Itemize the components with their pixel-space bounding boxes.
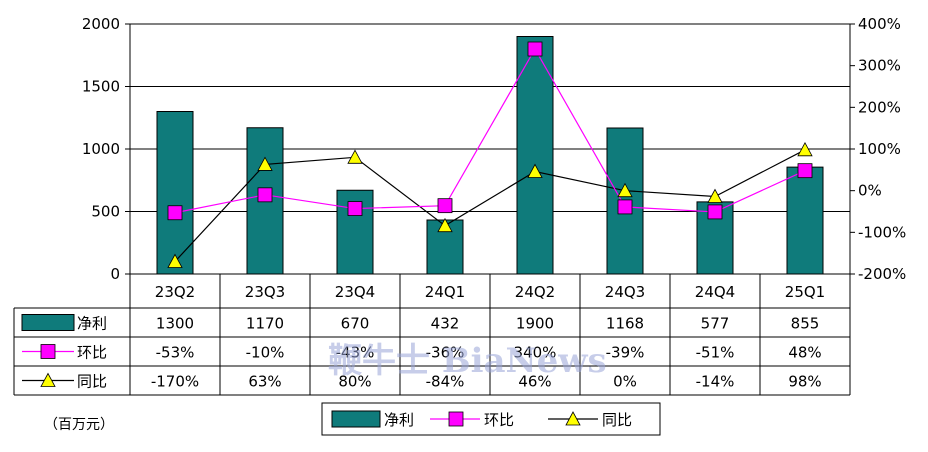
table-cell-value: -53%: [156, 344, 195, 362]
chart-axes: 0 500 1000 1500 2000 -200% -100% 0% 100% 200% 300%…: [82, 15, 906, 283]
right-axis-tick-label: 100%: [858, 140, 901, 158]
yoy-point: [347, 149, 363, 164]
yoy-point: [257, 156, 273, 171]
category-label: 25Q1: [785, 283, 825, 301]
right-axis-tick-label: 200%: [858, 98, 901, 116]
left-axis-tick-label: 500: [91, 203, 120, 221]
right-axis-tick-label: -100%: [858, 223, 906, 241]
left-axis-tick-label: 1000: [82, 140, 120, 158]
category-label: 24Q1: [425, 283, 465, 301]
category-label: 24Q3: [605, 283, 645, 301]
legend-key-net-profit: [331, 410, 381, 428]
series-line-mom: [174, 47, 806, 214]
yoy-point: [527, 163, 543, 178]
chart-legend: 净利 环比 同比: [321, 402, 661, 436]
table-cell-value: -36%: [426, 344, 465, 362]
right-axis-tick-label: 0%: [858, 182, 882, 200]
yoy-point: [707, 188, 723, 203]
line-series: [167, 41, 813, 268]
category-label: 23Q3: [245, 283, 285, 301]
yoy-point: [437, 217, 453, 233]
unit-label: （百万元）: [44, 417, 114, 433]
table-cell-value: -10%: [246, 344, 285, 362]
mom-point: [347, 201, 363, 216]
left-axis-tick-label: 2000: [82, 15, 120, 33]
table-cell-value: 1900: [516, 315, 554, 333]
yoy-point: [617, 182, 633, 198]
table-series-name: 环比: [77, 344, 107, 362]
chart-grid: [130, 23, 850, 212]
table-cell-value: 0%: [613, 373, 637, 391]
bar: [156, 111, 194, 275]
mom-point: [167, 205, 183, 221]
legend-label-mom: 环比: [484, 411, 514, 429]
category-label: 24Q4: [695, 283, 735, 301]
table-series-name: 净利: [77, 315, 107, 333]
table-cell-value: -84%: [426, 373, 465, 391]
bar: [786, 166, 824, 275]
table-cell-value: -170%: [151, 373, 199, 391]
category-label: 23Q2: [155, 283, 195, 301]
right-axis-tick-label: 400%: [858, 15, 901, 33]
legend-label-net-profit: 净利: [384, 411, 414, 429]
table-cell-value: -14%: [696, 373, 735, 391]
table-cell-value: -43%: [336, 344, 375, 362]
legend-label-yoy: 同比: [602, 411, 632, 429]
table-cell-value: 340%: [514, 344, 557, 362]
yoy-point: [797, 141, 813, 157]
mom-point: [437, 198, 453, 214]
mom-point: [527, 41, 543, 57]
table-cell-value: 48%: [788, 344, 821, 362]
watermark: 鞭牛士 BiaNews: [328, 341, 607, 381]
legend-key-mom-marker: [448, 411, 464, 427]
right-axis-tick-label: -200%: [858, 265, 906, 283]
left-axis-tick-label: 0: [110, 265, 120, 283]
table-cell-value: 670: [341, 315, 370, 333]
table-cell-value: 577: [701, 315, 730, 333]
table-key-net-profit: [21, 314, 75, 331]
yoy-point: [167, 253, 183, 268]
left-axis-tick-label: 1500: [82, 78, 120, 96]
table-cell-value: 1170: [246, 315, 284, 333]
category-label: 23Q4: [335, 283, 375, 301]
data-table: 23Q2 23Q3 23Q4 24Q1 24Q2 24Q3 24Q4 25Q1 净利 1300 11…: [13, 274, 851, 396]
table-cell-value: 46%: [518, 373, 551, 391]
mom-point: [797, 163, 813, 179]
mom-point: [257, 187, 273, 203]
table-cell-value: 432: [431, 315, 460, 333]
table-cell-value: 1168: [606, 315, 644, 333]
table-cell-value: 63%: [248, 373, 281, 391]
table-series-name: 同比: [77, 373, 107, 391]
category-label: 24Q2: [515, 283, 555, 301]
table-cell-value: 80%: [338, 373, 371, 391]
mom-point: [617, 199, 633, 215]
table-cell-value: -39%: [606, 344, 645, 362]
series-line-yoy: [174, 149, 806, 262]
bar: [516, 36, 554, 275]
legend-key-yoy-marker: [565, 411, 581, 426]
table-cell-value: -51%: [696, 344, 735, 362]
table-key-yoy-marker: [40, 372, 56, 387]
bar-series-net-profit: [156, 36, 824, 275]
mom-point: [707, 204, 723, 220]
table-cell-value: 855: [791, 315, 820, 333]
table-cell-value: 1300: [156, 315, 194, 333]
right-axis-tick-label: 300%: [858, 57, 901, 75]
table-key-mom-marker: [40, 344, 56, 359]
table-cell-value: 98%: [788, 373, 821, 391]
